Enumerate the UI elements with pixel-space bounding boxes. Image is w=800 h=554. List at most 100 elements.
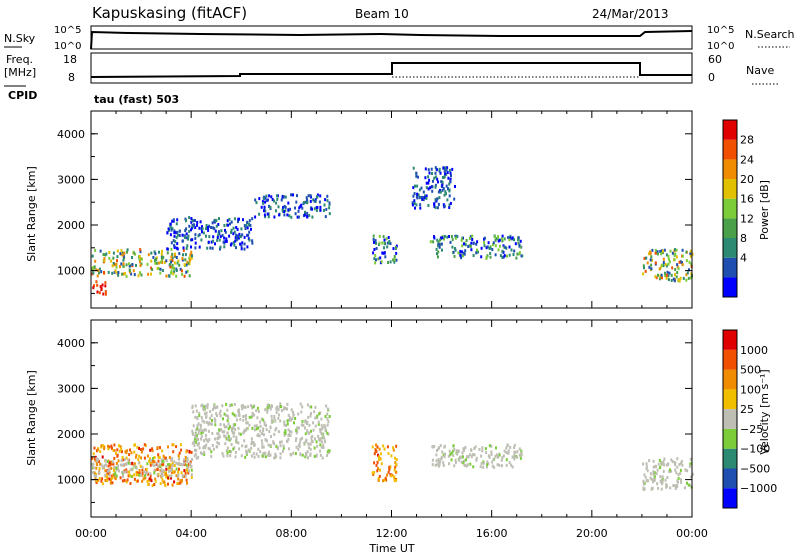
range-gate-cell <box>443 175 445 179</box>
range-gate-cell <box>248 222 251 226</box>
range-gate-cell <box>126 449 129 453</box>
range-gate-cell <box>171 483 174 487</box>
range-gate-cell <box>448 168 451 172</box>
range-gate-cell <box>312 421 314 425</box>
range-gate-cell <box>379 468 381 472</box>
range-gate-cell <box>673 461 676 465</box>
range-gate-cell <box>173 234 176 238</box>
range-gate-cell <box>490 452 493 456</box>
range-gate-cell <box>157 261 160 265</box>
range-gate-cell <box>212 226 215 230</box>
range-gate-cell <box>453 197 456 201</box>
range-gate-cell <box>225 437 228 441</box>
range-gate-cell <box>204 412 206 416</box>
range-gate-cell <box>115 262 118 266</box>
range-gate-cell <box>652 478 655 482</box>
range-gate-cell <box>457 251 460 255</box>
range-gate-cell <box>419 206 422 210</box>
range-gate-cell <box>449 452 452 456</box>
range-gate-cell <box>218 217 220 221</box>
range-gate-cell <box>381 251 384 255</box>
range-gate-cell <box>109 478 112 482</box>
range-gate-cell <box>665 253 668 257</box>
range-gate-cell <box>106 460 109 464</box>
range-gate-cell <box>190 476 193 479</box>
range-gate-cell <box>434 166 437 170</box>
range-gate-cell <box>151 463 154 467</box>
range-gate-cell <box>326 423 329 427</box>
range-gate-cell <box>394 465 397 469</box>
range-gate-cell <box>307 403 309 407</box>
range-gate-cell <box>648 459 651 463</box>
range-gate-cell <box>221 404 224 408</box>
range-gate-cell <box>170 255 173 259</box>
range-gate-cell <box>104 289 107 293</box>
range-gate-cell <box>383 251 386 255</box>
range-gate-cell <box>686 271 689 275</box>
range-gate-cell <box>263 421 266 424</box>
range-gate-cell <box>211 246 214 250</box>
range-gate-cell <box>255 409 258 413</box>
range-gate-cell <box>266 439 268 443</box>
range-gate-cell <box>180 448 183 452</box>
range-gate-cell <box>668 470 671 474</box>
range-gate-cell <box>99 450 102 454</box>
range-gate-cell <box>380 462 383 466</box>
range-gate-cell <box>105 252 108 256</box>
range-gate-cell <box>485 451 488 454</box>
range-gate-cell <box>454 234 457 238</box>
range-gate-cell <box>373 240 375 244</box>
range-gate-cell <box>301 420 304 423</box>
range-gate-cell <box>304 419 307 423</box>
range-gate-cell <box>185 464 188 468</box>
range-gate-cell <box>393 479 396 483</box>
range-gate-cell <box>286 407 288 411</box>
range-gate-cell <box>138 446 140 450</box>
range-gate-cell <box>680 459 683 463</box>
colorbar-tick-label: 500 <box>740 364 761 377</box>
range-gate-cell <box>395 458 398 462</box>
range-gate-cell <box>252 405 255 409</box>
range-gate-cell <box>112 251 115 255</box>
colorbar-segment <box>723 389 737 410</box>
range-gate-cell <box>242 430 245 434</box>
range-gate-cell <box>422 198 425 202</box>
range-gate-cell <box>377 478 380 482</box>
range-gate-cell <box>650 263 653 267</box>
range-gate-cell <box>279 402 282 406</box>
range-gate-cell <box>310 429 312 433</box>
range-gate-cell <box>454 236 457 240</box>
range-gate-cell <box>277 430 280 434</box>
range-gate-cell <box>284 407 287 410</box>
range-gate-cell <box>288 447 290 451</box>
range-gate-cell <box>520 453 523 457</box>
range-gate-cell <box>175 474 178 478</box>
range-gate-cell <box>459 455 461 459</box>
range-gate-cell <box>158 250 160 254</box>
range-gate-cell <box>260 205 263 209</box>
range-gate-cell <box>417 175 419 179</box>
range-gate-cell <box>482 461 485 465</box>
range-gate-cell <box>376 469 379 473</box>
range-gate-cell <box>243 235 246 239</box>
range-gate-cell <box>251 241 254 245</box>
range-gate-cell <box>223 434 226 438</box>
range-gate-cell <box>122 251 124 255</box>
range-gate-cell <box>136 473 139 477</box>
range-gate-cell <box>198 411 201 415</box>
range-gate-cell <box>200 416 203 420</box>
range-gate-cell <box>298 441 301 445</box>
range-gate-cell <box>151 447 154 451</box>
range-gate-cell <box>217 223 220 226</box>
range-gate-cell <box>287 433 290 437</box>
range-gate-cell <box>445 172 448 176</box>
range-gate-cell <box>239 242 242 246</box>
range-gate-cell <box>672 484 675 488</box>
range-gate-cell <box>249 224 252 227</box>
range-gate-cell <box>259 420 262 424</box>
range-gate-cell <box>658 267 661 271</box>
range-gate-cell <box>273 199 275 203</box>
range-gate-cell <box>501 239 504 243</box>
range-gate-cell <box>137 458 140 461</box>
